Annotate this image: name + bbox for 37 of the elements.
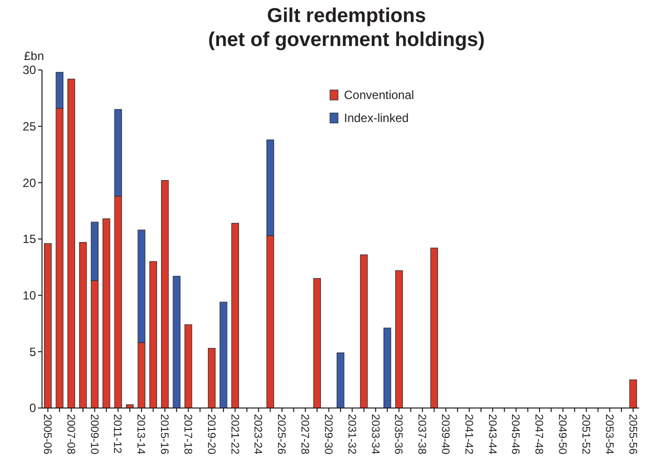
y-tick-label: 0 (29, 401, 36, 416)
x-tick-label: 2007-08 (64, 414, 76, 454)
x-tick-label: 2045-46 (509, 414, 522, 454)
x-tick-label: 2021-22 (228, 414, 240, 454)
x-tick-label: 2043-44 (486, 414, 498, 454)
y-tick-label: 20 (22, 176, 36, 190)
x-tick-label: 2011-12 (111, 414, 124, 454)
legend-label: Conventional (344, 88, 414, 102)
x-tick-label: 2023-24 (252, 414, 264, 454)
x-tick-label: 2031-32 (345, 414, 358, 454)
x-tick-label: 2027-28 (298, 414, 311, 454)
x-tick-label: 2009-10 (88, 414, 100, 454)
x-tick-label: 2013-14 (134, 414, 147, 454)
y-tick-label: 30 (22, 63, 36, 78)
x-tick-label: 2037-38 (416, 414, 428, 454)
x-tick-label: 2005-06 (41, 414, 54, 454)
y-axis-title: £bn (24, 49, 44, 63)
y-tick-label: 25 (22, 120, 36, 134)
x-tick-label: 2051-52 (579, 414, 592, 454)
x-tick-label: 2041-42 (462, 414, 474, 454)
chart-title: Gilt redemptions (net of government holdings) (208, 5, 485, 51)
x-tick-label: 2029-30 (322, 414, 334, 454)
y-tick-label: 5 (29, 344, 36, 359)
x-tick-label: 2039-40 (439, 414, 452, 454)
y-tick-label: 10 (22, 288, 36, 303)
x-tick-label: 2035-36 (392, 414, 404, 454)
y-tick-label: 15 (22, 232, 36, 246)
x-tick-label: 2033-34 (368, 414, 381, 454)
legend-label: Index-linked (344, 111, 409, 126)
x-tick-label: 2053-54 (602, 414, 615, 454)
x-tick-label: 2055-56 (626, 414, 638, 454)
x-tick-label: 2017-18 (181, 414, 194, 454)
x-tick-label: 2015-16 (158, 414, 170, 454)
x-tick-label: 2047-48 (532, 414, 545, 454)
x-tick-label: 2019-20 (204, 414, 217, 454)
x-tick-label: 2025-26 (275, 414, 288, 454)
x-tick-label: 2049-50 (556, 414, 568, 454)
